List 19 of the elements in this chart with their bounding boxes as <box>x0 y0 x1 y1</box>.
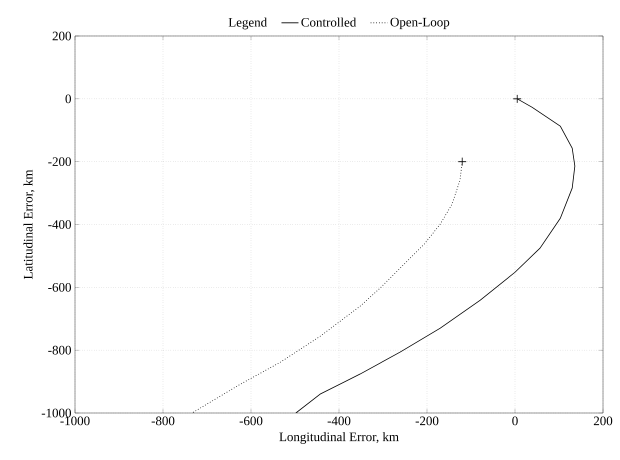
legend-title: Legend <box>228 18 267 30</box>
y-tick-label: -1000 <box>42 408 71 418</box>
x-tick-label: -800 <box>152 416 174 426</box>
y-axis-title: Latitudinal Error, km <box>23 170 34 280</box>
x-tick-label: 0 <box>512 416 518 426</box>
legend-label: Open-Loop <box>390 18 450 30</box>
y-tick-label: -400 <box>48 220 71 229</box>
x-axis-title: Longitudinal Error, km <box>279 432 399 444</box>
x-tick-label: 200 <box>594 416 612 426</box>
y-tick-label: -800 <box>48 346 71 355</box>
y-tick-label: 0 <box>66 94 71 104</box>
legend-label: Controlled <box>301 18 356 27</box>
x-tick-label: -200 <box>416 416 438 426</box>
x-tick-label: -600 <box>240 416 262 426</box>
x-tick-label: -1000 <box>60 416 90 426</box>
y-tick-label: -600 <box>48 282 71 292</box>
y-tick-label: 200 <box>52 32 71 40</box>
y-tick-label: -200 <box>48 157 71 166</box>
x-tick-label: -400 <box>328 416 350 426</box>
